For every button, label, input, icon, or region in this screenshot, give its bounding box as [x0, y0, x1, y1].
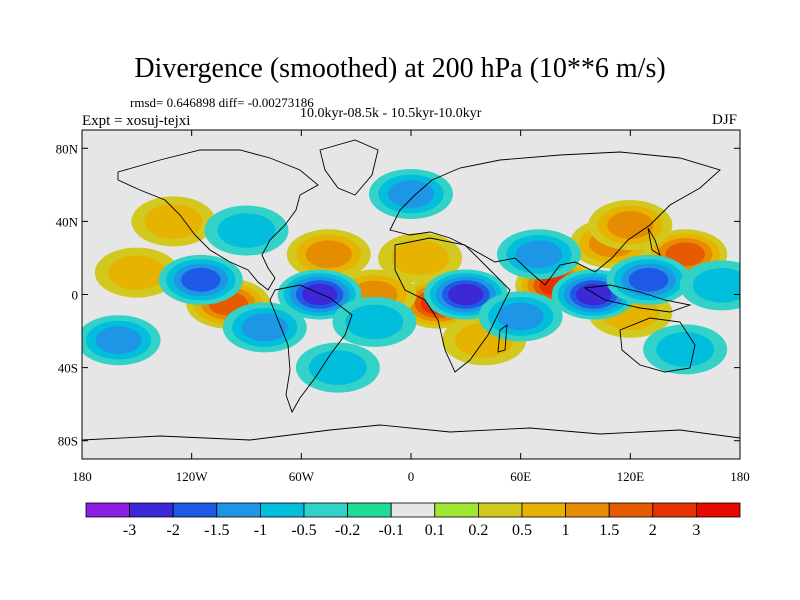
contour-region-18-band-3 [628, 267, 669, 292]
y-tick-label: 0 [72, 288, 79, 303]
coastline-north-america [117, 149, 319, 291]
coastline-eurasia [389, 151, 721, 286]
colorbar-label: 1.5 [599, 522, 619, 539]
coastline-africa [394, 237, 511, 373]
colorbar-swatch [303, 502, 348, 518]
coastlines [82, 139, 740, 441]
colorbar-swatch [129, 502, 174, 518]
colorbar-swatch [347, 502, 392, 518]
contour-region-7-band-2 [607, 211, 654, 239]
contour-region-23-band-1 [656, 332, 715, 367]
colorbar-swatch [172, 502, 218, 518]
x-tick-label: 180 [730, 469, 750, 484]
contour-fields [82, 168, 740, 393]
contour-region-20-band-1 [345, 304, 404, 340]
colorbar-label: -0.5 [291, 522, 316, 539]
colorbar-swatch [434, 502, 479, 518]
colorbar-swatch [216, 502, 261, 518]
colorbar-swatch [565, 502, 610, 518]
colorbar-swatch [652, 502, 697, 518]
contour-region-17-band-2 [241, 313, 288, 342]
contour-region-8-band-1 [391, 240, 450, 276]
coastline-antarctica [82, 424, 740, 441]
colorbar-label: -1 [254, 522, 267, 539]
experiment-label: Expt = xosuj-tejxi [82, 113, 191, 129]
x-tick-label: 180 [72, 469, 92, 484]
y-tick-label: 80N [56, 141, 79, 156]
y-axis: 80N 40N 0 40S 80S [56, 141, 740, 449]
colorbar: -3 -2 -1.5 -1 -0.5 -0.2 -0.1 0.1 0.2 0.5 1 1.5 2 3 [85, 502, 741, 539]
colorbar-label: 3 [692, 522, 700, 539]
colorbar-label: -0.1 [379, 522, 404, 539]
colorbar-swatch [390, 502, 436, 518]
colorbar-swatch [608, 502, 654, 518]
colorbar-label: -3 [123, 522, 136, 539]
x-axis: 180 120W 60W 0 60E 120E 180 [72, 130, 750, 484]
y-tick-label: 40S [58, 361, 78, 376]
x-tick-label: 60E [510, 469, 531, 484]
contour-region-19-band-2 [387, 180, 435, 208]
contour-region-21-band-2 [497, 302, 544, 331]
colorbar-label: -0.2 [335, 522, 360, 539]
contour-region-22-band-2 [95, 326, 142, 355]
colorbar-label: 0.5 [512, 522, 532, 539]
season-label: DJF [712, 112, 738, 128]
colorbar-label: 0.2 [468, 522, 488, 539]
colorbar-label: 0.1 [425, 522, 445, 539]
x-tick-label: 0 [408, 469, 415, 484]
contour-region-24-band-1 [217, 213, 276, 248]
colorbar-label: 1 [562, 522, 570, 539]
colorbar-label: -1.5 [204, 522, 229, 539]
coastline-australia [619, 317, 696, 373]
x-tick-label: 120E [617, 469, 645, 484]
colorbar-label: 2 [649, 522, 657, 539]
contour-region-25-band-2 [515, 240, 563, 269]
colorbar-swatch [85, 502, 130, 518]
coastline-greenland [319, 139, 379, 196]
colorbar-swatch [696, 502, 741, 518]
contour-region-3-band-2 [305, 240, 352, 269]
contour-region-13-band-4 [448, 283, 484, 306]
contour-region-16-band-3 [180, 267, 221, 292]
contour-region-14-band-4 [301, 283, 338, 306]
contour-region-27-band-1 [692, 268, 740, 303]
contour-region-4-band-3 [665, 242, 705, 267]
coastline-maritime-continent [583, 284, 692, 313]
chart-title: Divergence (smoothed) at 200 hPa (10**6 … [134, 53, 666, 84]
contour-region-26-band-1 [308, 350, 367, 385]
contour-region-15-band-4 [576, 283, 612, 306]
coastline-south-america [269, 284, 353, 414]
x-tick-label: 60W [289, 469, 315, 484]
x-tick-label: 120W [176, 469, 209, 484]
stats-label: rmsd= 0.646898 diff= -0.00273186 [130, 95, 314, 110]
contour-region-12-band-1 [144, 204, 203, 239]
colorbar-swatch [477, 502, 523, 518]
colorbar-label: -2 [167, 522, 180, 539]
period-label: 10.0kyr-08.5k - 10.5kyr-10.0kyr [300, 106, 482, 121]
coastline-japan [647, 227, 661, 257]
contour-region-6-band-1 [107, 255, 166, 290]
y-tick-label: 80S [58, 434, 78, 449]
coastline-madagascar [497, 324, 508, 353]
colorbar-swatch [521, 502, 566, 518]
y-tick-label: 40N [56, 214, 79, 229]
colorbar-swatch [259, 502, 305, 518]
